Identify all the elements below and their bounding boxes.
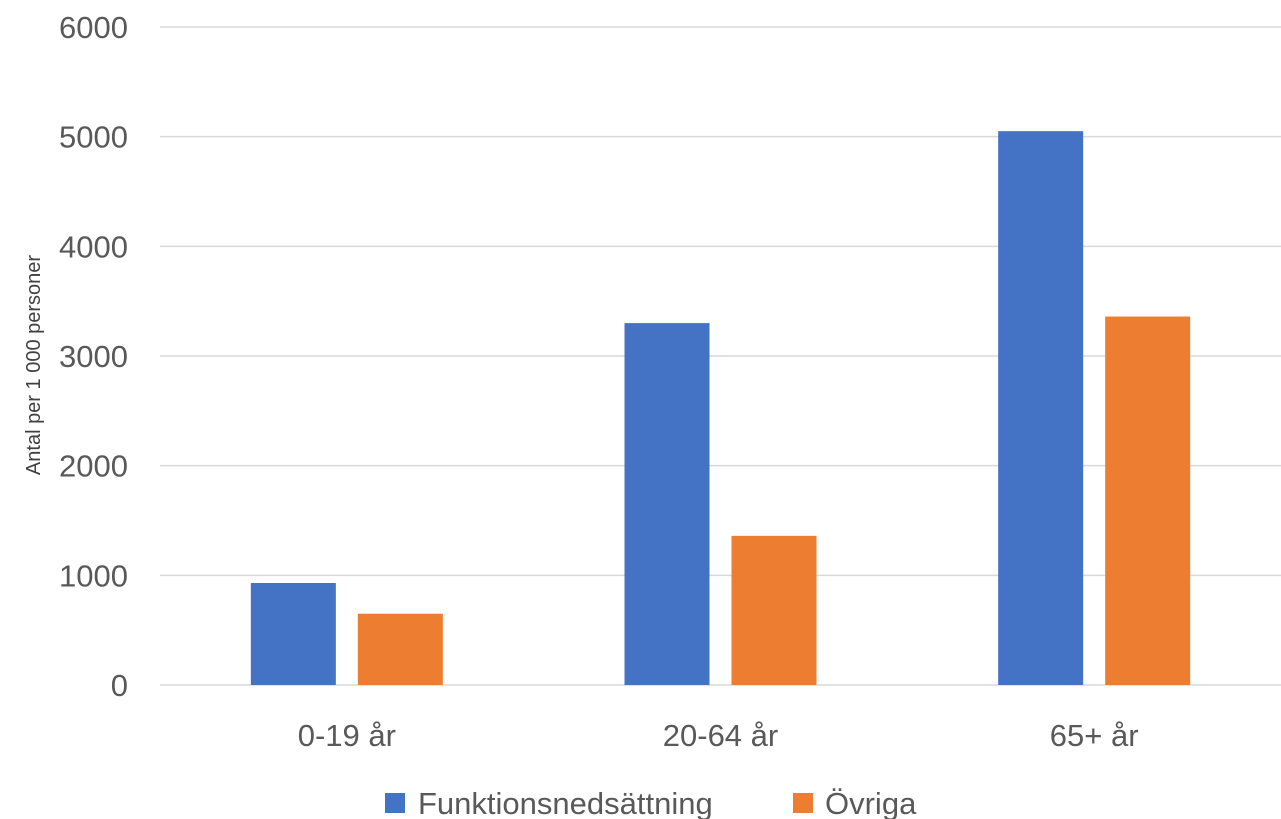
bar-ovriga-1 bbox=[731, 535, 817, 685]
y-tick-label: 6000 bbox=[59, 10, 128, 45]
bars bbox=[250, 131, 1191, 685]
legend-swatch-ovriga bbox=[793, 793, 813, 813]
bar-ovriga-0 bbox=[357, 613, 443, 685]
legend-label-ovriga: Övriga bbox=[825, 786, 917, 819]
y-tick-label: 1000 bbox=[59, 558, 128, 593]
y-tick-label: 0 bbox=[111, 668, 128, 703]
legend-label-funktionsnedsattning: Funktionsnedsättning bbox=[418, 786, 713, 819]
bar-ovriga-2 bbox=[1105, 316, 1191, 685]
gridlines bbox=[160, 26, 1281, 686]
bar-funktionsnedsattning-1 bbox=[624, 323, 710, 685]
x-tick-label: 0-19 år bbox=[298, 718, 396, 753]
y-tick-label: 5000 bbox=[59, 120, 128, 155]
y-tick-label: 4000 bbox=[59, 229, 128, 264]
y-axis-tick-labels: 0 1000 2000 3000 4000 5000 6000 bbox=[59, 10, 128, 703]
x-tick-label: 65+ år bbox=[1050, 718, 1139, 753]
x-tick-label: 20-64 år bbox=[663, 718, 778, 753]
y-axis-title: Antal per 1 000 personer bbox=[23, 255, 45, 475]
bar-funktionsnedsattning-2 bbox=[998, 131, 1084, 685]
bar-funktionsnedsattning-0 bbox=[250, 583, 336, 685]
y-tick-label: 2000 bbox=[59, 449, 128, 484]
legend: Funktionsnedsättning Övriga bbox=[385, 786, 917, 819]
legend-swatch-funktionsnedsattning bbox=[385, 793, 405, 813]
y-tick-label: 3000 bbox=[59, 339, 128, 374]
x-axis-tick-labels: 0-19 år 20-64 år 65+ år bbox=[298, 718, 1139, 753]
